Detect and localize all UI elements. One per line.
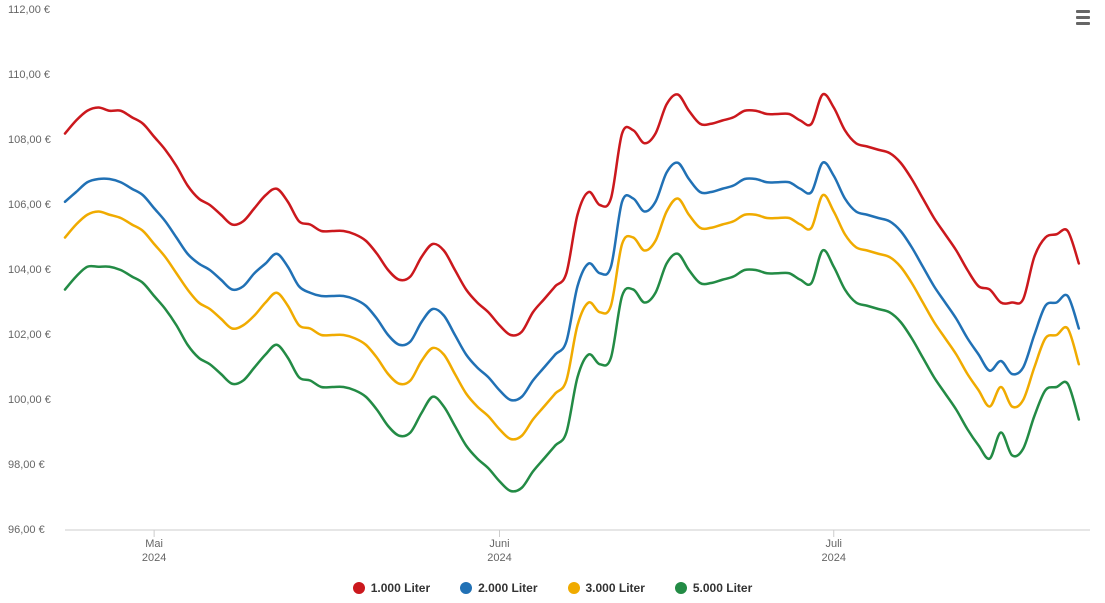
chart-container: 96,00 € 98,00 € 100,00 € 102,00 € 104,00 € 10…: [0, 0, 1105, 603]
y-axis-label: 104,00 €: [8, 264, 51, 276]
x-axis-year: 2024: [142, 552, 166, 564]
y-axis-label: 100,00 €: [8, 394, 51, 406]
x-axis-month: Juli: [825, 538, 842, 550]
legend-label: 2.000 Liter: [478, 581, 537, 595]
legend-label: 5.000 Liter: [693, 581, 752, 595]
legend-item[interactable]: 3.000 Liter: [568, 581, 645, 595]
legend-label: 1.000 Liter: [371, 581, 430, 595]
y-axis-label: 102,00 €: [8, 329, 51, 341]
legend-item[interactable]: 2.000 Liter: [460, 581, 537, 595]
plot-area: [65, 10, 1090, 530]
y-axis: 96,00 € 98,00 € 100,00 € 102,00 € 104,00 € 10…: [0, 0, 60, 540]
legend-swatch: [460, 582, 472, 594]
legend-swatch: [353, 582, 365, 594]
legend-swatch: [675, 582, 687, 594]
x-axis-year: 2024: [487, 552, 511, 564]
y-axis-label: 96,00 €: [8, 524, 45, 536]
legend-item[interactable]: 1.000 Liter: [353, 581, 430, 595]
y-axis-label: 98,00 €: [8, 459, 45, 471]
legend-label: 3.000 Liter: [586, 581, 645, 595]
x-axis-month: Juni: [489, 538, 509, 550]
y-axis-label: 110,00 €: [8, 69, 50, 81]
y-axis-label: 108,00 €: [8, 134, 51, 146]
y-axis-label: 112,00 €: [8, 4, 50, 16]
legend-item[interactable]: 5.000 Liter: [675, 581, 752, 595]
series-line: [65, 250, 1079, 491]
legend: 1.000 Liter 2.000 Liter 3.000 Liter 5.000 L…: [0, 581, 1105, 595]
legend-swatch: [568, 582, 580, 594]
y-axis-label: 106,00 €: [8, 199, 51, 211]
plot-svg: [65, 10, 1090, 530]
series-line: [65, 94, 1079, 335]
x-axis-year: 2024: [822, 552, 846, 564]
x-axis-month: Mai: [145, 538, 163, 550]
